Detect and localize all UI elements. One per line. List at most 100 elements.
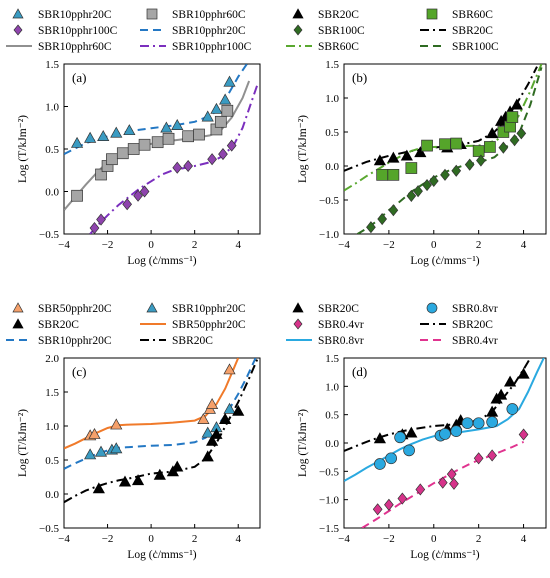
y-axis-label: Log (T/kJm⁻²)	[297, 115, 309, 183]
data-point	[406, 189, 417, 202]
data-point	[110, 126, 123, 138]
x-tick-label: −2	[383, 533, 395, 545]
data-point	[387, 151, 400, 163]
data-point	[472, 145, 485, 157]
data-point	[84, 448, 97, 460]
data-point	[88, 427, 101, 439]
data-point	[127, 143, 140, 155]
data-point	[517, 367, 530, 379]
data-point	[440, 168, 450, 181]
x-tick-label: −2	[102, 239, 114, 251]
data-point	[205, 434, 219, 446]
data-point	[162, 132, 175, 145]
data-point	[495, 388, 508, 400]
fit-line	[344, 358, 545, 482]
data-point	[139, 185, 150, 198]
data-point	[116, 147, 129, 160]
legend-label: SBR20C	[452, 25, 493, 37]
legend: SBR20C SBR0.8vr SBR0.4vr SBR20C SBR0.8vr SBR0…	[286, 302, 498, 347]
legend-marker	[426, 302, 438, 314]
data-point	[487, 449, 497, 462]
x-tick-label: 2	[476, 239, 482, 251]
data-point	[207, 153, 217, 166]
data-point	[70, 136, 84, 148]
data-point	[449, 477, 459, 490]
y-tick-label: −0.5	[319, 466, 339, 478]
y-tick-label: 0.0	[45, 489, 59, 501]
data-point	[123, 124, 136, 136]
data-point	[214, 115, 227, 128]
data-point	[428, 174, 439, 188]
data-point	[218, 148, 228, 161]
data-point	[506, 111, 519, 123]
y-tick-label: 1.5	[45, 59, 59, 71]
y-tick-label: −0.5	[39, 229, 59, 241]
data-point	[498, 141, 509, 154]
legend-label: SBR10pphr20C	[38, 335, 112, 347]
legend-marker	[292, 8, 304, 19]
data-point	[366, 221, 376, 234]
y-axis-label: Log (T/kJm⁻²)	[17, 115, 29, 183]
data-point	[94, 445, 108, 457]
data-point	[172, 161, 183, 174]
legend-marker	[293, 318, 303, 330]
data-point	[92, 482, 105, 494]
data-point	[503, 375, 517, 387]
y-tick-label: 0.5	[45, 144, 59, 156]
legend-label: SBR10pphr60C	[172, 9, 246, 21]
panel-label: (b)	[352, 70, 367, 85]
legend-label: SBR10pphr100C	[38, 25, 118, 37]
legend-label: SBR60C	[452, 9, 493, 21]
legend-marker	[426, 8, 438, 20]
data-point	[133, 189, 143, 202]
data-point	[201, 110, 214, 122]
data-point	[461, 417, 474, 430]
data-point	[223, 402, 236, 414]
data-point	[160, 121, 173, 133]
data-point	[451, 164, 462, 177]
data-point	[131, 474, 145, 486]
data-point	[422, 178, 432, 192]
data-point	[387, 168, 400, 181]
data-point	[486, 416, 498, 428]
data-point	[397, 492, 408, 505]
data-point	[118, 475, 132, 487]
data-point	[223, 363, 236, 375]
legend-label: SBR20C	[172, 335, 213, 347]
panel-label: (d)	[352, 364, 367, 379]
x-tick-label: 0	[431, 239, 437, 251]
data-point	[210, 427, 223, 439]
x-tick-label: 4	[521, 533, 527, 545]
data-point	[413, 185, 423, 198]
data-point	[138, 138, 151, 151]
data-point	[484, 141, 496, 153]
legend-label: SBR0.8vr	[452, 303, 498, 315]
legend-marker	[292, 302, 304, 313]
x-tick-label: −4	[58, 239, 70, 251]
data-point	[403, 444, 415, 457]
data-point	[171, 118, 184, 130]
chart-panel-2: −4 −2 0 2 4 −1.0 −0.5 0.0 0.5 1.0 1.5 Log (ċ/mms⁻¹)…	[286, 8, 547, 267]
legend-marker	[12, 302, 24, 313]
data-point	[89, 221, 100, 234]
data-point	[385, 452, 397, 465]
y-tick-label: 0.0	[45, 187, 59, 199]
x-tick-label: 4	[235, 533, 241, 545]
x-tick-label: −4	[338, 533, 350, 545]
data-point	[151, 136, 164, 149]
data-point	[509, 134, 520, 147]
data-point	[223, 75, 236, 87]
data-point	[464, 158, 475, 171]
legend-label: SBR10pphr20C	[172, 303, 246, 315]
legend-marker	[146, 302, 158, 313]
legend-label: SBR20C	[38, 319, 79, 331]
chart-panel-3: −4 −2 0 2 4 −0.5 0.0 0.5 1.0 1.5 2.0 Log (ċ/mms⁻¹) L…	[6, 302, 261, 561]
fit-line	[64, 80, 251, 211]
data-point	[219, 93, 232, 105]
y-tick-label: −0.5	[39, 523, 59, 535]
data-point	[153, 468, 166, 480]
legend-label: SBR50pphr20C	[172, 319, 246, 331]
legend-label: SBR10pphr60C	[38, 41, 112, 53]
chart-panel-1: −4 −2 0 2 4 −0.5 0.0 0.5 1.0 1.5 Log (ċ/mms⁻¹) Log …	[6, 8, 261, 267]
y-tick-label: 0.5	[325, 410, 339, 422]
